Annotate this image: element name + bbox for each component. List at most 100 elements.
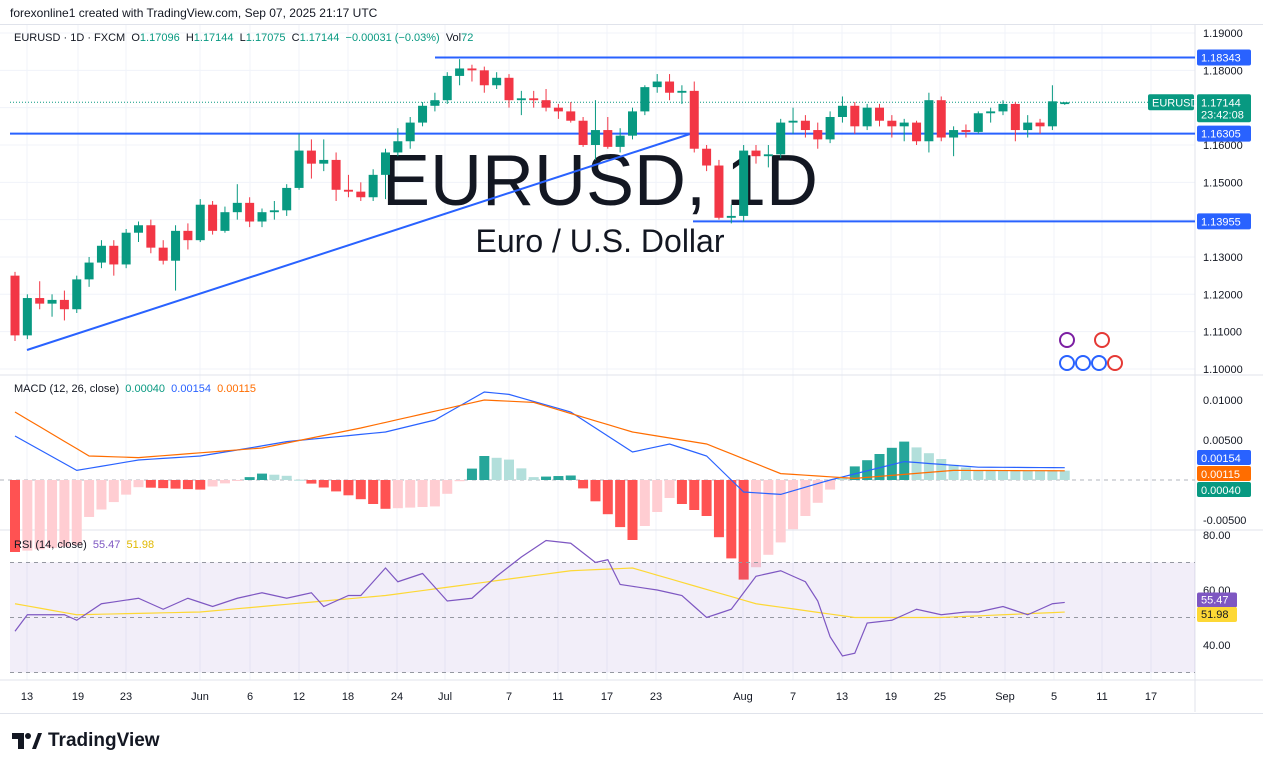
- macd-histogram-bar: [553, 476, 564, 480]
- macd-histogram-bar: [788, 480, 799, 530]
- rsi-ma-tag: [1197, 607, 1237, 623]
- macd-histogram-bar: [22, 480, 33, 551]
- macd-histogram-bar: [713, 480, 724, 538]
- close-value: 1.17144: [299, 32, 340, 44]
- rsi-value-tag-label: 55.47: [1201, 594, 1229, 606]
- macd-histogram-bar: [862, 460, 873, 480]
- candle: [195, 204, 205, 241]
- bar-countdown: 23:42:08: [1201, 109, 1244, 121]
- rsi-ma-line: [14, 567, 1065, 619]
- macd-histogram-bar: [763, 480, 774, 555]
- macd-axis-label: 0.01000: [1203, 395, 1243, 407]
- low-value: 1.17075: [245, 32, 286, 44]
- macd-legend[interactable]: MACD (12, 26, close) 0.00040 0.00154 0.0…: [14, 383, 256, 395]
- watermark-subtitle: Euro / U.S. Dollar: [476, 223, 725, 259]
- level-price-label: 1.18343: [1201, 53, 1241, 65]
- candle: [146, 225, 156, 248]
- time-axis-label: 11: [1096, 691, 1107, 703]
- chart-frame[interactable]: [0, 24, 1263, 714]
- macd-histogram-bar: [232, 480, 243, 481]
- low-label: L: [239, 32, 246, 44]
- macd-histogram-bar: [343, 480, 354, 496]
- macd-histogram-bar: [71, 480, 82, 546]
- candle: [269, 210, 279, 213]
- macd-axis-label: -0.00500: [1203, 515, 1246, 527]
- close-label: C: [291, 32, 300, 44]
- macd-histogram-bar: [541, 476, 552, 480]
- level-price-label: 1.16305: [1201, 129, 1241, 141]
- rsi-value: 55.47: [92, 539, 121, 551]
- candle: [1060, 102, 1070, 105]
- rsi-ma-tag-label: 51.98: [1201, 609, 1229, 621]
- time-axis-label: 23: [120, 691, 132, 703]
- eu-flag-event-icon: [1091, 355, 1107, 371]
- macd-line-tag: [1197, 450, 1251, 465]
- macd-histogram-bar: [158, 480, 169, 489]
- time-axis-label: 12: [293, 691, 305, 703]
- candle: [689, 90, 699, 149]
- time-axis-label: 6: [247, 691, 253, 703]
- candle: [529, 98, 539, 101]
- candle: [121, 232, 131, 265]
- macd-histogram-bar: [775, 480, 786, 543]
- open-value: 1.17096: [139, 32, 180, 44]
- candle: [343, 189, 353, 192]
- time-axis-label: 5: [1051, 691, 1057, 703]
- time-axis-label: Jul: [438, 691, 452, 703]
- candle: [294, 150, 304, 188]
- rsi-legend[interactable]: RSI (14, close) 55.47 51.98: [14, 539, 154, 551]
- candle: [10, 275, 20, 336]
- price-axis-label: 1.13000: [1203, 252, 1243, 264]
- macd-histogram-bar: [294, 479, 305, 481]
- candle: [973, 113, 983, 132]
- time-axis-label: 18: [342, 691, 354, 703]
- us-flag-event-icon: [1094, 332, 1110, 348]
- candle: [986, 111, 996, 114]
- price-axis-label: 1.12000: [1203, 289, 1243, 301]
- macd-histogram-bar: [59, 480, 70, 547]
- candle: [949, 130, 959, 138]
- rsi-axis-label: 80.00: [1203, 530, 1231, 542]
- macd-histogram-bar: [405, 480, 416, 508]
- time-axis-label: 17: [601, 691, 613, 703]
- candle: [1035, 122, 1045, 127]
- symbol-tag-label: EURUSD: [1152, 97, 1199, 109]
- candle: [405, 122, 415, 142]
- candle: [356, 191, 366, 198]
- candle: [763, 154, 773, 157]
- candle: [319, 159, 329, 164]
- candle: [825, 116, 835, 140]
- candle: [603, 130, 613, 147]
- macd-histogram-bar: [504, 459, 514, 480]
- macd-histogram-bar: [479, 456, 490, 480]
- chart-credit: forexonline1 created with TradingView.co…: [10, 6, 378, 20]
- candle: [381, 152, 390, 175]
- time-axis-label: Sep: [995, 691, 1015, 703]
- tradingview-logo: TradingView: [12, 730, 160, 752]
- time-axis-label: 7: [506, 691, 512, 703]
- macd-histogram-bar: [417, 480, 428, 507]
- candle: [257, 212, 267, 222]
- macd-histogram-bar: [689, 480, 700, 510]
- symbol-legend: EURUSD · 1D · FXCM O1.17096 H1.17144 L1.…: [14, 32, 473, 44]
- macd-histogram-bar: [998, 470, 1008, 480]
- candle: [134, 225, 143, 233]
- time-axis-label: 19: [72, 691, 84, 703]
- candle: [418, 105, 428, 123]
- candle: [479, 70, 489, 86]
- price-axis-label: 1.19000: [1203, 28, 1243, 40]
- level-price-tag: [1197, 49, 1251, 66]
- macd-histogram-bar: [195, 480, 206, 490]
- macd-histogram-bar: [751, 480, 761, 568]
- candle: [665, 81, 675, 93]
- rsi-axis-label: 40.00: [1203, 640, 1231, 652]
- macd-histogram-bar: [960, 467, 971, 480]
- candle: [516, 98, 526, 101]
- rsi-value-tag: [1197, 592, 1237, 608]
- symbol-info[interactable]: EURUSD · 1D · FXCM: [14, 32, 126, 44]
- macd-histogram-bar: [429, 480, 440, 507]
- open-label: O: [131, 32, 140, 44]
- macd-line-value: 0.00154: [171, 383, 211, 395]
- candle: [912, 122, 922, 142]
